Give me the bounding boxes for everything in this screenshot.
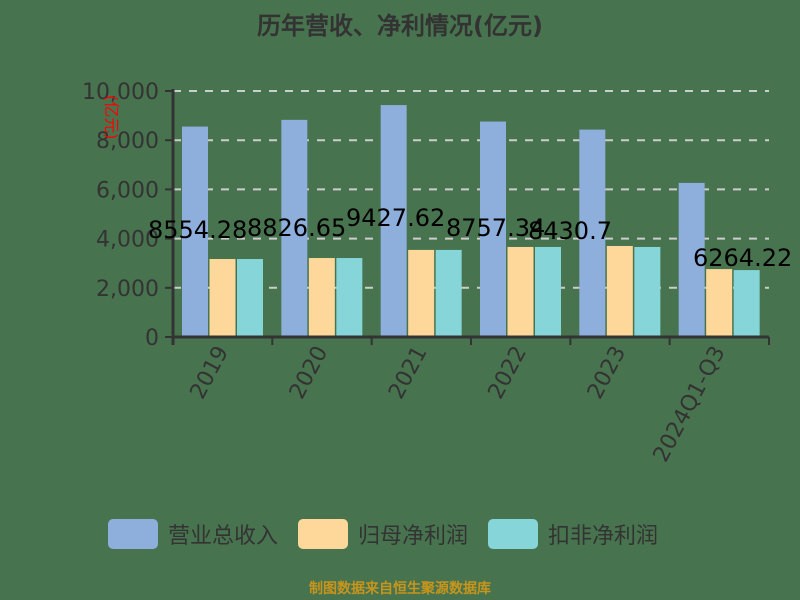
bar[interactable] [507,246,534,336]
x-tick-label: 2023 [583,342,631,403]
bar[interactable] [535,246,561,336]
legend-item-deducted-profit[interactable]: 扣非净利润 [488,518,658,550]
data-label: 8554.28 [148,216,247,244]
bar[interactable] [435,249,462,336]
bar[interactable] [209,259,236,336]
y-tick-label: 0 [145,326,159,351]
legend-label: 归母净利润 [358,524,469,549]
bar[interactable] [678,182,705,336]
bar[interactable] [182,126,208,336]
data-label: 9427.62 [346,204,445,232]
y-tick-label: 8,000 [96,129,159,154]
bar[interactable] [308,258,335,336]
y-tick-label: 4,000 [96,228,159,253]
data-label: 8757.34 [446,214,545,242]
data-label: 8430.7 [528,217,612,245]
bar[interactable] [733,270,760,336]
data-label: 6264.22 [693,244,792,272]
x-tick-label: 2021 [384,342,432,403]
y-tick-label: 10,000 [82,80,159,105]
legend-swatch-net-profit [298,519,349,549]
bar[interactable] [480,121,506,336]
x-tick-label: 2019 [186,342,234,403]
y-tick-label: 2,000 [96,277,159,302]
legend-swatch-revenue [108,519,158,549]
bar[interactable] [281,119,308,336]
data-source-note: 制图数据来自恒生聚源数据库 [309,581,491,597]
y-axis-unit-label: (亿元) [102,95,121,140]
bar[interactable] [237,259,263,336]
y-tick-label: 6,000 [96,178,159,203]
bar[interactable] [706,269,733,336]
x-tick-label: 2022 [484,342,532,403]
bar[interactable] [606,245,633,336]
chart-title: 历年营收、净利情况(亿元) [257,12,543,40]
bar[interactable] [380,105,407,336]
legend-item-net-profit[interactable]: 归母净利润 [298,518,468,550]
data-label: 8826.65 [247,214,346,242]
legend-item-revenue[interactable]: 营业总收入 [108,518,278,550]
bar[interactable] [634,246,661,336]
legend-label: 营业总收入 [168,524,279,549]
bar[interactable] [336,258,363,336]
bar[interactable] [579,129,606,336]
bar[interactable] [408,249,435,336]
legend-swatch-deducted-profit [488,519,539,549]
x-tick-label: 2020 [285,342,333,403]
legend: 营业总收入 归母净利润 扣非净利润 [108,518,678,550]
x-tick-label: 2024Q1-Q3 [649,342,731,466]
legend-label: 扣非净利润 [548,524,659,549]
